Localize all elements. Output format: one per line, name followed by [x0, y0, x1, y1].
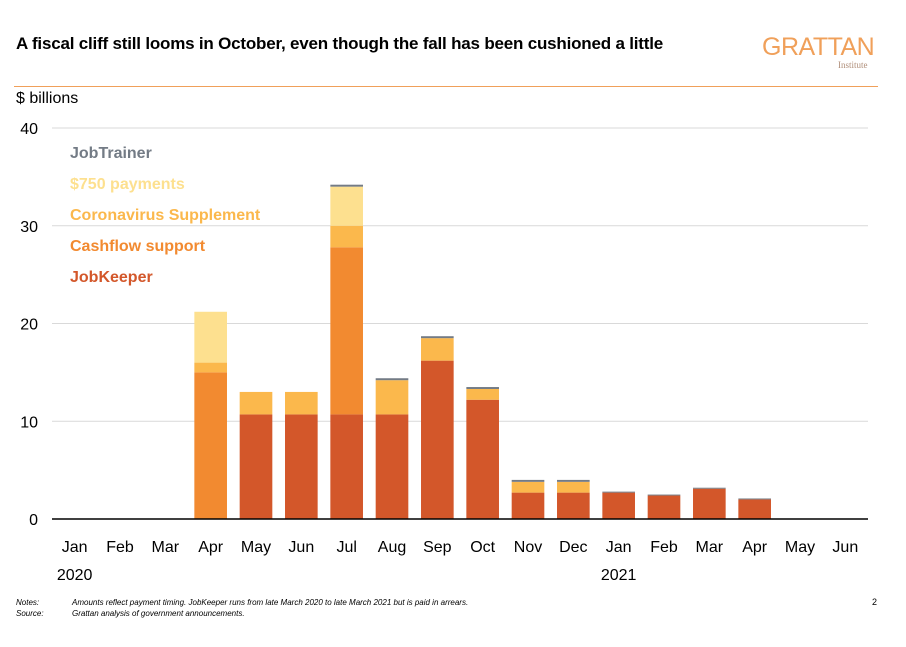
bar-jobtrainer — [693, 487, 726, 489]
chart-title: A fiscal cliff still looms in October, e… — [16, 34, 663, 53]
y-tick-label: 20 — [20, 317, 38, 334]
x-tick-label: Mar — [696, 539, 724, 556]
bar-jobkeeper — [602, 492, 635, 519]
x-tick-label: Jan — [606, 539, 632, 556]
bar-jobkeeper — [330, 414, 363, 519]
notes-block: Notes: Amounts reflect payment timing. Jo… — [16, 597, 468, 619]
x-tick-label: Aug — [378, 539, 406, 556]
bar-jobkeeper — [693, 488, 726, 519]
legend-entry: JobKeeper — [70, 269, 153, 286]
bar-jobkeeper — [466, 399, 499, 519]
y-tick-label: 40 — [20, 121, 38, 138]
x-tick-label: Dec — [559, 539, 587, 556]
x-tick-label: Mar — [152, 539, 180, 556]
x-tick-label: May — [241, 539, 271, 556]
bar-jobtrainer — [647, 494, 681, 496]
legend-entry: Cashflow support — [70, 238, 206, 255]
bar-jobtrainer — [421, 336, 454, 339]
x-tick-label: Sep — [423, 539, 452, 556]
bar-750-payments — [194, 311, 227, 363]
logo-wordmark: GRATTAN — [762, 33, 875, 61]
bar-jobtrainer — [466, 387, 499, 389]
bar-jobtrainer — [375, 378, 409, 381]
source-label: Source: — [16, 609, 44, 618]
bar-coronavirus-supplement — [330, 225, 363, 248]
y-tick-label: 30 — [20, 219, 38, 236]
y-axis-unit-label: $ billions — [16, 90, 79, 107]
x-tick-label: Jun — [288, 539, 314, 556]
x-tick-label: Jan — [62, 539, 88, 556]
bar-jobtrainer — [511, 479, 545, 482]
bar-jobkeeper — [511, 492, 545, 519]
page-number: 2 — [872, 597, 878, 607]
bar-coronavirus-supplement — [375, 380, 409, 415]
bar-jobtrainer — [738, 498, 771, 500]
bar-coronavirus-supplement — [421, 338, 454, 361]
bar-jobkeeper — [557, 492, 590, 519]
bar-jobtrainer — [602, 491, 635, 493]
bar-jobkeeper — [375, 414, 409, 519]
bar-coronavirus-supplement — [511, 481, 545, 493]
bar-750-payments — [330, 186, 363, 226]
x-year-label: 2021 — [601, 567, 637, 584]
bar-jobtrainer — [557, 479, 590, 482]
x-tick-label: Feb — [106, 539, 134, 556]
y-tick-label: 0 — [29, 512, 38, 529]
bar-cashflow-support — [194, 372, 227, 519]
x-tick-label: Apr — [198, 539, 224, 556]
bar-jobkeeper — [647, 495, 681, 519]
bar-jobkeeper — [738, 499, 771, 519]
bar-coronavirus-supplement — [194, 362, 227, 373]
bar-jobkeeper — [285, 414, 318, 519]
notes-text: Amounts reflect payment timing. JobKeepe… — [72, 598, 469, 607]
bar-jobkeeper — [421, 360, 454, 519]
x-tick-label: Jul — [336, 539, 356, 556]
y-tick-label: 10 — [20, 414, 38, 431]
legend-entry: JobTrainer — [70, 145, 152, 162]
legend-entry: Coronavirus Supplement — [70, 207, 261, 224]
header-rule — [14, 86, 878, 87]
bar-cashflow-support — [330, 247, 363, 415]
x-tick-label: Nov — [514, 539, 542, 556]
source-text: Grattan analysis of government announcem… — [72, 609, 245, 618]
x-tick-label: May — [785, 539, 815, 556]
x-tick-label: Jun — [832, 539, 858, 556]
notes-label: Notes: — [16, 598, 40, 607]
bar-coronavirus-supplement — [285, 391, 318, 415]
x-tick-label: Apr — [742, 539, 768, 556]
bar-coronavirus-supplement — [239, 391, 273, 415]
x-tick-label: Oct — [470, 539, 495, 556]
grattan-logo: GRATTAN Institute — [762, 33, 882, 70]
bar-jobkeeper — [239, 414, 273, 519]
source-line: Source: Grattan analysis of government an… — [16, 608, 468, 619]
bar-jobtrainer — [330, 184, 363, 187]
notes-line: Notes: Amounts reflect payment timing. Jo… — [16, 597, 468, 608]
x-tick-label: Feb — [650, 539, 678, 556]
bar-coronavirus-supplement — [557, 481, 590, 493]
legend-entry: $750 payments — [70, 176, 185, 193]
bar-coronavirus-supplement — [466, 388, 499, 400]
logo-subtitle: Institute — [838, 60, 868, 70]
x-year-label: 2020 — [57, 567, 93, 584]
